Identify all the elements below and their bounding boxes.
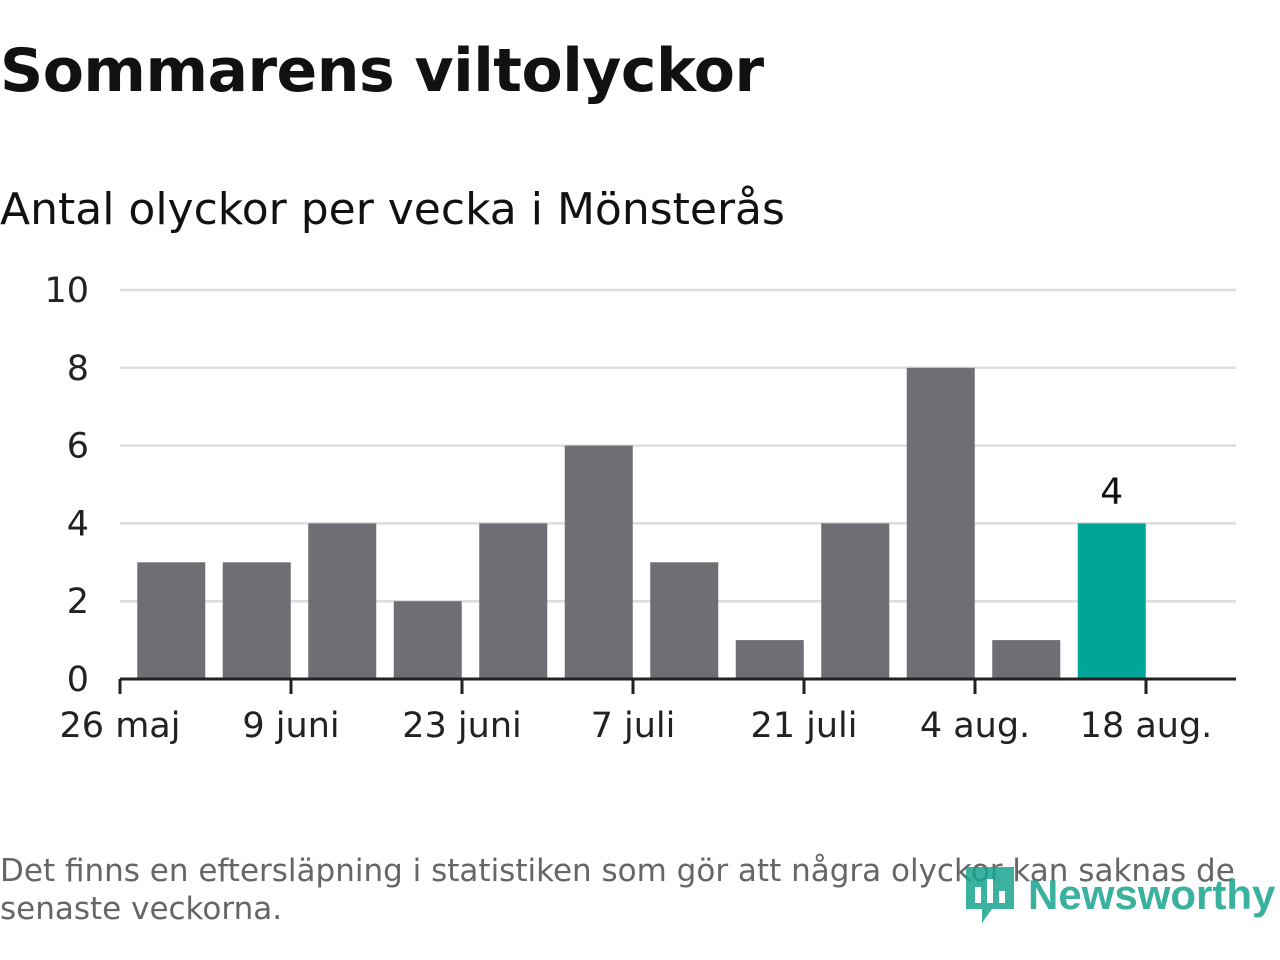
bar bbox=[308, 523, 377, 679]
logo-text: Newsworthy bbox=[1028, 871, 1276, 918]
bar bbox=[1077, 523, 1146, 679]
bar-chart: 0 2 4 6 8 10 4 26 maj 9 juni 23 juni 7 juli 21 juli… bbox=[44, 271, 1236, 746]
bar bbox=[650, 562, 719, 679]
y-tick-label: 8 bbox=[67, 349, 89, 389]
x-tick-label: 18 aug. bbox=[1080, 706, 1213, 746]
y-tick-label: 6 bbox=[67, 427, 89, 467]
y-tick-label: 2 bbox=[67, 582, 89, 622]
bar bbox=[821, 523, 890, 679]
chart-subtitle: Antal olyckor per vecka i Mönsterås bbox=[0, 184, 785, 235]
y-tick-label: 10 bbox=[44, 271, 89, 311]
bar bbox=[393, 601, 462, 679]
bar bbox=[479, 523, 548, 679]
x-tick-label: 9 juni bbox=[242, 706, 339, 746]
bar bbox=[222, 562, 291, 679]
bar bbox=[906, 367, 975, 679]
y-tick-label: 0 bbox=[67, 660, 89, 700]
bar bbox=[137, 562, 206, 679]
newsworthy-logo-icon bbox=[966, 867, 1014, 923]
x-tick-label: 7 juli bbox=[591, 706, 676, 746]
bar bbox=[992, 640, 1061, 679]
x-tick-label: 4 aug. bbox=[920, 706, 1030, 746]
y-tick-label: 4 bbox=[67, 504, 89, 544]
data-label: 4 bbox=[1100, 471, 1123, 512]
bar bbox=[564, 445, 633, 679]
x-tick-label: 21 juli bbox=[750, 706, 857, 746]
bar bbox=[735, 640, 804, 679]
x-tick-label: 23 juni bbox=[402, 706, 521, 746]
chart-title: Sommarens viltolyckor bbox=[0, 36, 764, 106]
footnote: Det finns en eftersläpning i statistiken… bbox=[0, 853, 1235, 927]
x-tick-label: 26 maj bbox=[60, 706, 181, 746]
newsworthy-logo: Newsworthy bbox=[962, 860, 1275, 930]
